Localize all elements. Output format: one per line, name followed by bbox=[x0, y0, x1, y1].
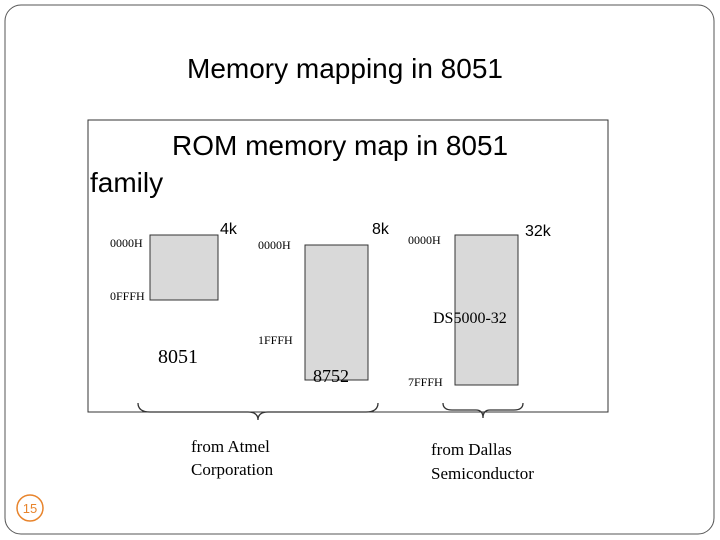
vendor-label: from Dallas bbox=[431, 440, 512, 459]
box-heading: family bbox=[90, 167, 163, 198]
chip-label: 8051 bbox=[158, 346, 198, 368]
brace bbox=[137, 402, 379, 421]
vendor-label: from Atmel bbox=[191, 437, 270, 456]
size-label: 32k bbox=[525, 223, 552, 240]
brace bbox=[442, 402, 524, 419]
vendor-label: Semiconductor bbox=[431, 464, 534, 483]
address-label: 7FFFH bbox=[408, 375, 443, 389]
page-badge bbox=[16, 494, 44, 522]
box-heading: ROM memory map in 8051 bbox=[172, 130, 508, 161]
size-label: 8k bbox=[372, 221, 390, 238]
address-label: 0000H bbox=[110, 236, 143, 250]
address-label: 1FFFH bbox=[258, 333, 293, 347]
address-label: 0000H bbox=[408, 233, 441, 247]
page-number: 15 bbox=[23, 501, 37, 516]
chip-label: 8752 bbox=[313, 366, 349, 386]
memory-block bbox=[149, 234, 219, 301]
memory-block bbox=[304, 244, 369, 381]
chip-label: DS5000-32 bbox=[433, 310, 507, 327]
address-label: 0000H bbox=[258, 238, 291, 252]
address-label: 0FFFH bbox=[110, 289, 145, 303]
vendor-label: Corporation bbox=[191, 460, 274, 479]
slide-title: Memory mapping in 8051 bbox=[187, 53, 503, 84]
memory-block bbox=[454, 234, 519, 386]
size-label: 4k bbox=[220, 221, 238, 238]
